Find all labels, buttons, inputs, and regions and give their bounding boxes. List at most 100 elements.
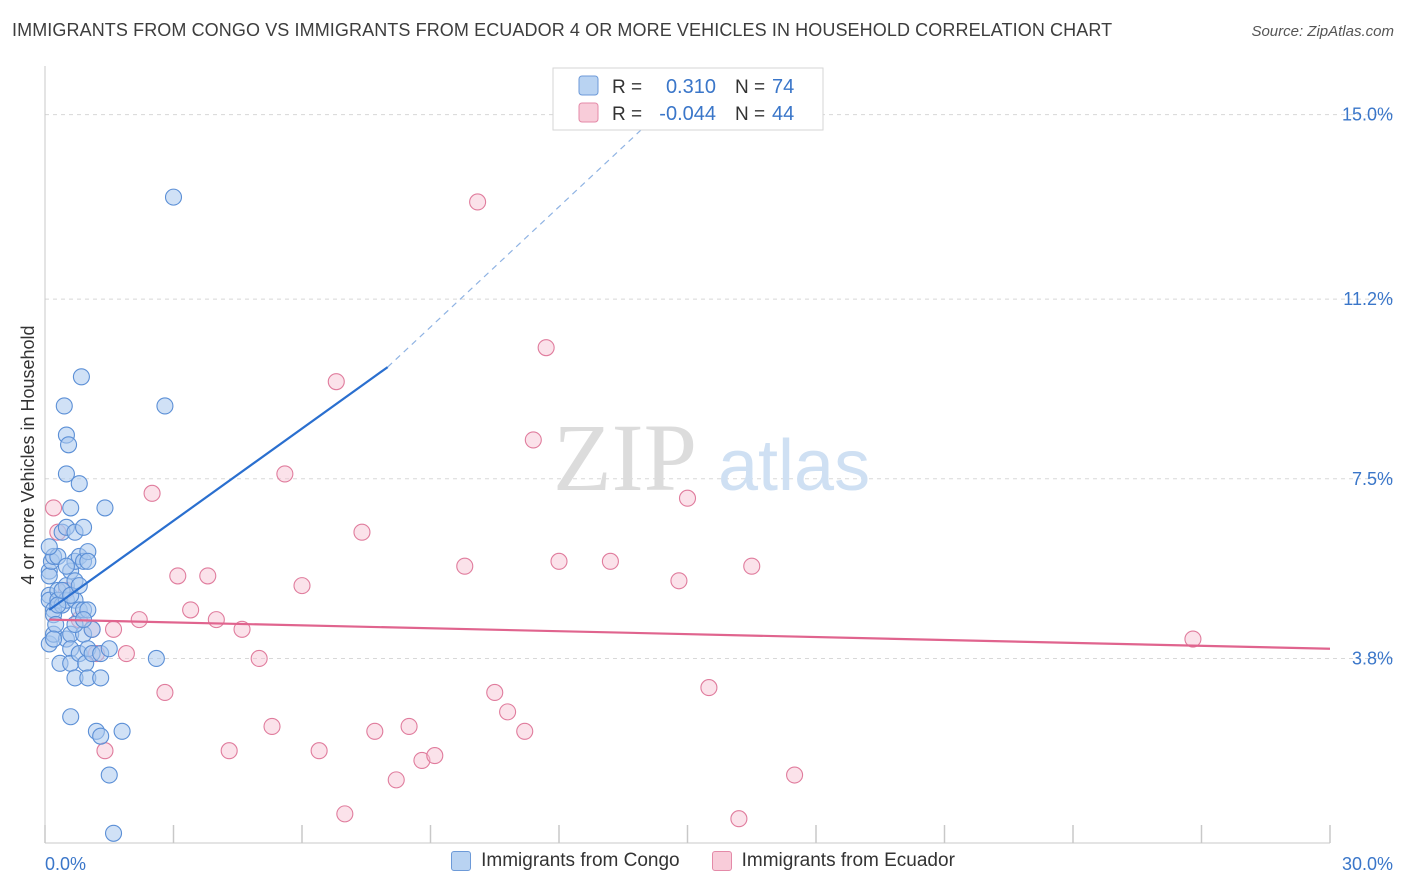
ecuador-point — [169, 567, 187, 585]
trend-line-congo-extension — [387, 114, 658, 368]
legend-swatch-ecuador — [578, 102, 599, 123]
trend-line-ecuador — [49, 618, 1331, 650]
congo-point — [113, 722, 131, 740]
congo-point — [92, 669, 110, 687]
ecuador-point — [469, 193, 487, 211]
congo-point — [40, 538, 58, 556]
watermark-atlas: atlas — [718, 426, 870, 506]
x-tick-label: 0.0% — [45, 854, 86, 874]
ecuador-point — [486, 683, 504, 702]
legend-label: Immigrants from Congo — [481, 850, 680, 871]
ecuador-point — [743, 557, 761, 575]
ecuador-point — [276, 465, 294, 483]
legend-n-label-congo: N = — [735, 77, 765, 98]
grid-layer — [45, 114, 1395, 659]
ecuador-point — [336, 805, 354, 823]
ecuador-point — [730, 810, 748, 828]
legend-r-label-ecuador: R = — [612, 104, 642, 125]
ecuador-point — [96, 742, 114, 760]
ecuador-point — [1184, 630, 1202, 648]
y-axis-label: 4 or more Vehicles in Household — [18, 325, 38, 584]
legend-label: Immigrants from Ecuador — [741, 850, 955, 871]
congo-point — [75, 518, 93, 536]
ecuador-point — [670, 572, 688, 590]
ecuador-point — [117, 645, 135, 663]
ecuador-point — [413, 751, 431, 769]
congo-point — [104, 824, 123, 842]
congo-point — [57, 465, 75, 483]
legend-n-label-ecuador: N = — [735, 104, 765, 125]
y-tick-label: 3.8% — [1352, 648, 1393, 668]
congo-point — [147, 649, 165, 668]
legend-n-value-congo: 74 — [772, 76, 794, 98]
legend-n-value-ecuador: 44 — [772, 103, 794, 125]
congo-point — [55, 397, 73, 415]
legend-swatch — [451, 851, 472, 871]
x-tick-label: 30.0% — [1342, 854, 1393, 874]
congo-point — [62, 499, 80, 517]
ecuador-point — [310, 742, 328, 760]
ecuador-point — [537, 339, 555, 357]
ecuador-point — [130, 611, 148, 629]
congo-point — [70, 475, 88, 493]
congo-point — [57, 557, 75, 575]
congo-point — [79, 552, 97, 570]
ecuador-point — [263, 717, 281, 736]
ecuador-point — [45, 499, 63, 517]
trend-layer — [48, 114, 1331, 650]
ecuador-point — [400, 717, 418, 736]
congo-point — [62, 708, 80, 726]
legend-bottom: Immigrants from Congo Immigrants from Ec… — [0, 850, 1406, 872]
congo-point — [60, 436, 78, 454]
ecuador-point — [366, 722, 384, 740]
ecuador-point — [250, 649, 268, 668]
ecuador-point — [456, 557, 474, 575]
ecuador-point — [293, 577, 311, 595]
trend-line-congo — [48, 366, 389, 611]
ecuador-point — [700, 679, 718, 697]
ecuador-point — [220, 742, 238, 760]
ecuador-point — [426, 747, 444, 765]
ecuador-point — [387, 771, 405, 789]
congo-point — [70, 577, 88, 595]
ecuador-point — [499, 703, 517, 721]
axes-layer: 3.8% 7.5% 11.2% 15.0% 0.0% 30.0% — [44, 66, 1393, 874]
y-tick-label: 15.0% — [1342, 105, 1393, 125]
congo-point — [156, 397, 174, 415]
congo-point — [72, 368, 90, 386]
ecuador-point — [678, 489, 697, 507]
ecuador-point — [199, 567, 217, 585]
y-tick-label: 11.2% — [1343, 289, 1393, 309]
watermark: ZIP atlas — [553, 404, 870, 511]
ecuador-point — [156, 683, 174, 702]
legend-r-value-ecuador: -0.044 — [659, 103, 716, 125]
legend-r-value-congo: 0.310 — [666, 76, 716, 98]
legend-r-label-congo: R = — [612, 77, 642, 98]
chart-title: IMMIGRANTS FROM CONGO VS IMMIGRANTS FROM… — [12, 20, 1113, 40]
congo-point — [45, 630, 63, 648]
congo-point — [92, 727, 110, 745]
legend-box: R = 0.310 N = 74 R = -0.044 N = 44 — [552, 67, 824, 131]
ecuador-point — [524, 431, 542, 449]
chart-source: Source: ZipAtlas.com — [1251, 23, 1394, 40]
ecuador-point — [353, 523, 371, 541]
legend-swatch-congo — [578, 75, 599, 96]
ecuador-point — [786, 766, 804, 784]
legend-swatch — [711, 851, 732, 871]
ecuador-point — [207, 611, 225, 629]
ecuador-point — [233, 620, 251, 638]
congo-point — [164, 188, 183, 206]
ecuador-point — [182, 601, 200, 619]
congo-point — [100, 766, 118, 784]
congo-point — [96, 499, 114, 517]
legend-item-ecuador[interactable]: Immigrants from Ecuador — [711, 850, 955, 872]
congo-point — [40, 567, 58, 585]
congo-point — [100, 640, 118, 658]
y-tick-label: 7.5% — [1352, 469, 1393, 489]
ecuador-point — [327, 373, 345, 391]
series-congo — [40, 188, 183, 842]
ecuador-point — [143, 484, 161, 502]
watermark-zip: ZIP — [553, 404, 697, 511]
legend-item-congo[interactable]: Immigrants from Congo — [451, 850, 680, 872]
